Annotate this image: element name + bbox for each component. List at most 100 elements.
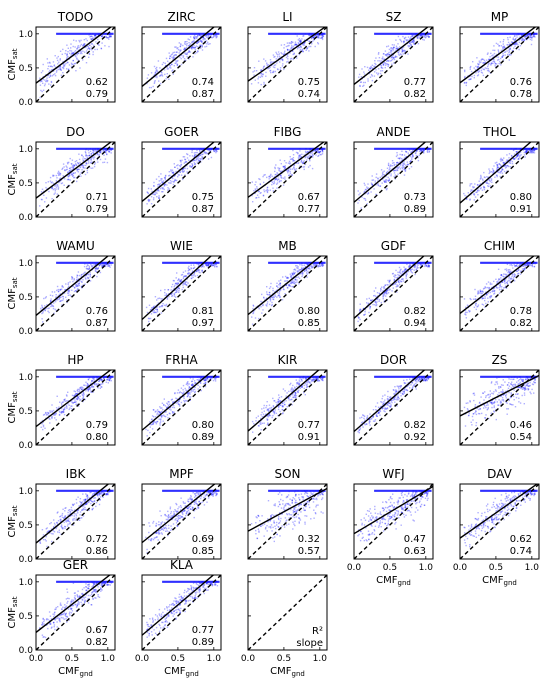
data-point bbox=[382, 64, 385, 66]
data-point bbox=[216, 150, 218, 153]
data-point bbox=[307, 156, 310, 158]
data-point bbox=[499, 175, 501, 178]
data-point bbox=[178, 174, 180, 176]
data-point bbox=[108, 265, 110, 267]
data-point bbox=[67, 283, 69, 286]
data-point bbox=[519, 45, 522, 47]
data-point bbox=[498, 279, 500, 281]
data-point bbox=[188, 272, 191, 274]
data-point bbox=[503, 287, 505, 289]
data-point bbox=[498, 45, 500, 47]
data-point bbox=[282, 276, 284, 278]
data-point bbox=[500, 165, 502, 167]
data-point bbox=[174, 282, 177, 285]
data-point bbox=[54, 66, 57, 68]
data-point bbox=[252, 71, 254, 73]
data-point bbox=[57, 170, 60, 173]
data-point bbox=[318, 34, 320, 37]
data-point bbox=[479, 290, 482, 292]
data-point bbox=[83, 160, 85, 162]
data-point bbox=[375, 173, 378, 175]
data-point bbox=[176, 51, 178, 53]
data-point bbox=[71, 159, 74, 161]
data-point bbox=[67, 184, 69, 187]
data-point bbox=[207, 34, 209, 36]
data-point bbox=[39, 205, 41, 207]
data-point bbox=[501, 281, 503, 283]
data-point bbox=[389, 288, 391, 291]
data-point bbox=[517, 273, 519, 275]
panel-title: SZ bbox=[386, 10, 402, 24]
data-point bbox=[214, 150, 216, 152]
data-point bbox=[395, 281, 397, 284]
data-point bbox=[487, 297, 489, 299]
data-point bbox=[52, 70, 55, 72]
data-point bbox=[73, 164, 75, 167]
data-point bbox=[410, 37, 413, 40]
data-point bbox=[513, 43, 515, 45]
data-point bbox=[174, 174, 176, 176]
data-point bbox=[278, 168, 280, 170]
data-point bbox=[39, 96, 41, 99]
data-point bbox=[276, 53, 278, 55]
data-point bbox=[501, 168, 503, 170]
data-point bbox=[291, 279, 294, 282]
data-point bbox=[301, 162, 304, 164]
data-point bbox=[253, 310, 255, 312]
data-point bbox=[495, 285, 497, 288]
data-point bbox=[409, 42, 411, 45]
data-point bbox=[498, 292, 501, 294]
data-point bbox=[490, 295, 493, 297]
data-point bbox=[84, 398, 86, 401]
data-point bbox=[204, 152, 207, 155]
data-point bbox=[57, 188, 59, 190]
panel-frame bbox=[459, 26, 540, 103]
data-point bbox=[485, 182, 488, 184]
data-point bbox=[184, 48, 186, 50]
data-point bbox=[63, 166, 65, 168]
data-point bbox=[55, 179, 58, 182]
data-point bbox=[509, 271, 511, 274]
data-point bbox=[382, 174, 384, 176]
data-point bbox=[483, 287, 485, 289]
data-point bbox=[396, 291, 398, 293]
data-point bbox=[475, 191, 477, 193]
data-point bbox=[502, 40, 504, 43]
data-point bbox=[77, 396, 80, 399]
data-point bbox=[414, 265, 416, 268]
data-point bbox=[45, 296, 47, 298]
data-point bbox=[401, 166, 403, 169]
data-point bbox=[509, 36, 511, 38]
data-point bbox=[464, 75, 466, 78]
data-point bbox=[104, 45, 106, 47]
data-point bbox=[70, 169, 72, 171]
data-point bbox=[68, 167, 71, 170]
data-point bbox=[424, 265, 426, 268]
data-point bbox=[496, 53, 498, 56]
data-point bbox=[490, 52, 492, 55]
data-point bbox=[295, 44, 297, 46]
data-point bbox=[289, 163, 291, 165]
data-point bbox=[40, 191, 43, 193]
data-point bbox=[420, 149, 422, 151]
data-point bbox=[40, 198, 43, 201]
data-point bbox=[412, 154, 414, 157]
data-point bbox=[91, 43, 93, 45]
data-point bbox=[200, 40, 202, 42]
data-point bbox=[173, 295, 176, 297]
data-point bbox=[269, 174, 272, 177]
data-point bbox=[67, 68, 70, 70]
data-point bbox=[513, 35, 516, 37]
data-point bbox=[367, 78, 369, 80]
data-point bbox=[366, 302, 368, 304]
data-point bbox=[478, 184, 481, 186]
data-point bbox=[81, 281, 83, 283]
data-point bbox=[285, 162, 287, 164]
data-point bbox=[393, 46, 395, 49]
data-point bbox=[301, 268, 304, 270]
data-point bbox=[171, 295, 173, 297]
data-point bbox=[363, 314, 365, 316]
data-point bbox=[401, 273, 403, 276]
data-point bbox=[495, 278, 497, 280]
data-point bbox=[69, 170, 71, 173]
